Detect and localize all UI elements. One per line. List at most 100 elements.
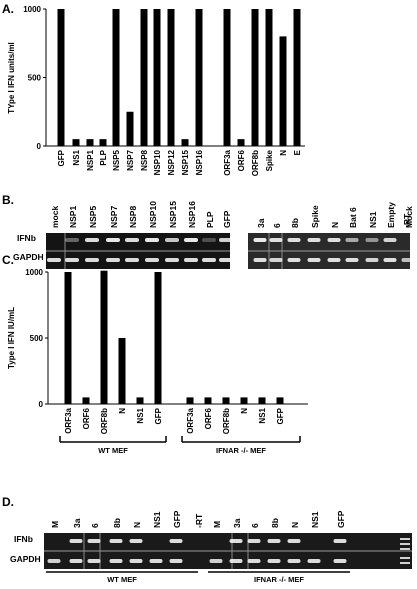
panel-b-band-gapdh [287, 258, 301, 262]
panel-b-lane-label: 6 [272, 223, 282, 228]
panel-b-band-gapdh [145, 258, 159, 262]
panel-b-lane-label: Bat 6 [348, 207, 358, 228]
panel-d-band-ifnb [129, 539, 143, 543]
panel-d-lane-label: N [290, 522, 300, 528]
panel-b-lane-label: NSP7 [109, 206, 119, 228]
panel-d-band-ifnb [169, 539, 183, 543]
panel-a-bar [195, 9, 203, 146]
panel-d-row-label-gapdh: GAPDH [10, 554, 41, 564]
panel-b-lane-label: 3a [256, 218, 266, 228]
panel-b-band-gapdh [47, 258, 61, 262]
panel-b-band-ifnb [307, 238, 321, 242]
panel-d-band-ifnb [267, 539, 281, 543]
panel-c-x-tick-label: GFP [276, 407, 285, 424]
panel-b-band-gapdh [401, 258, 415, 262]
panel-d-lane-label: NS1 [152, 511, 162, 528]
panel-b-band-ifnb [287, 238, 301, 242]
panel-d-ladder-band [400, 557, 410, 559]
panel-d-band-gapdh [169, 559, 183, 563]
panel-d-band-gapdh [287, 559, 301, 563]
panel-d-lane-label: N [132, 522, 142, 528]
panel-c-bar [276, 397, 284, 404]
panel-a-x-tick-label: PLP [99, 149, 108, 165]
panel-d-band-gapdh [209, 559, 223, 563]
panel-a-y-tick-label: 1000 [23, 5, 41, 14]
panel-d-lane-label: 6 [90, 523, 100, 528]
panel-b-band-ifnb [345, 238, 359, 242]
panel-a-x-tick-label: NSP15 [181, 149, 190, 175]
panel-b-lane-label: mock [50, 206, 60, 228]
panel-b-band-ifnb [85, 238, 99, 242]
panel-d-band-gapdh [307, 559, 321, 563]
panel-d-band-gapdh [87, 559, 101, 563]
panel-a-y-tick-label: 0 [37, 142, 42, 151]
panel-d-lane-label: M [50, 521, 60, 528]
panel-c-bar [118, 338, 126, 404]
panel-a-x-tick-label: ORF3a [223, 149, 232, 175]
panel-a-bar [140, 9, 148, 146]
panel-a-x-tick-label: N [279, 150, 288, 156]
panel-b-band-gapdh [85, 258, 99, 262]
panel-d-lane-label: NS1 [310, 511, 320, 528]
panel-b-band-ifnb [125, 238, 139, 242]
panel-d-lane-label: GFP [172, 510, 182, 528]
panel-b-gel: IFNb GAPDH mock NSP1 NSP5 NSP7 NSP8 NSP10 NSP15 N… [13, 201, 415, 269]
panel-a-bar [237, 139, 245, 146]
panel-d-ladder-band [400, 538, 410, 540]
panel-d-band-ifnb [247, 539, 261, 543]
panel-a-bar [57, 9, 65, 146]
panel-c: C. Type I IFN IU/mL 0 500 1000 ORF3a ORF6 ORF… [2, 253, 308, 455]
panel-b-band-ifnb [269, 238, 283, 242]
panel-d-band-gapdh [47, 559, 61, 563]
panel-a-x-tick-label: NSP10 [153, 149, 162, 175]
panel-d-band-gapdh [69, 559, 83, 563]
panel-c-x-tick-label: N [118, 408, 127, 414]
panel-c-bar [136, 397, 144, 404]
panel-b-band-gapdh [219, 258, 233, 262]
panel-d-gel: IFNb GAPDH M 3a 6 8b N NS1 GFP -RT M 3a 6 8b N NS1 GFP WT… [10, 510, 412, 584]
panel-b-band-gapdh [165, 258, 179, 262]
panel-b-band-ifnb [365, 238, 379, 242]
panel-b-band-ifnb [327, 238, 341, 242]
panel-a-x-tick-label: GFP [57, 149, 66, 166]
panel-b-row-label-ifnb: IFNb [17, 233, 36, 243]
panel-c-x-tick-label: NS1 [258, 407, 267, 423]
panel-c-y-tick-label: 500 [30, 334, 44, 343]
panel-d-band-gapdh [247, 559, 261, 563]
panel-a-bar [72, 139, 80, 146]
panel-c-label: C. [2, 253, 14, 267]
panel-b-band-gapdh [106, 258, 120, 262]
panel-a-x-tick-label: ORF6 [237, 149, 246, 171]
panel-d-ladder-band [400, 543, 410, 545]
panel-d-band-ifnb [109, 539, 123, 543]
panel-b-lane-label: GFP [222, 210, 232, 228]
panel-b-band-ifnb [165, 238, 179, 242]
panel-a-x-tick-label: NSP5 [112, 149, 121, 170]
panel-b-label: B. [2, 193, 14, 207]
panel-a-y-axis-label: TYpe I IFN units/ml [7, 42, 16, 114]
panel-d-band-ifnb [229, 539, 243, 543]
panel-c-y-tick-label: 0 [39, 400, 44, 409]
panel-b-band-ifnb [106, 238, 120, 242]
panel-a-bar [181, 139, 189, 146]
panel-d-band-ifnb [287, 539, 301, 543]
panel-d-band-gapdh [109, 559, 123, 563]
panel-d-lane-label: -RT [194, 513, 204, 528]
panel-d-band-gapdh [129, 559, 143, 563]
panel-b-lane-label: Spike [310, 205, 320, 228]
panel-a-bar [99, 139, 107, 146]
panel-d-lane-label: 6 [250, 523, 260, 528]
panel-b-lane-label: NSP16 [187, 201, 197, 228]
panel-c-group-label: IFNAR -/- MEF [216, 446, 266, 455]
panel-b-band-gapdh [383, 258, 397, 262]
panel-a-bar [251, 9, 259, 146]
panel-b-lane-label: N [330, 222, 340, 228]
panel-b-lane-label: PLP [205, 211, 215, 228]
panel-b-lane-label: NSP10 [148, 201, 158, 228]
panel-a-x-tick-label: NSP7 [126, 149, 135, 170]
panel-d-row-label-ifnb: IFNb [14, 534, 33, 544]
panel-a-chart: 0 500 1000 GFP NS1 NSP1 PLP NSP5 NSP7 NSP8 NSP10 NS… [23, 5, 305, 176]
panel-c-x-tick-label: N [240, 408, 249, 414]
panel-b-band-gapdh [253, 258, 267, 262]
